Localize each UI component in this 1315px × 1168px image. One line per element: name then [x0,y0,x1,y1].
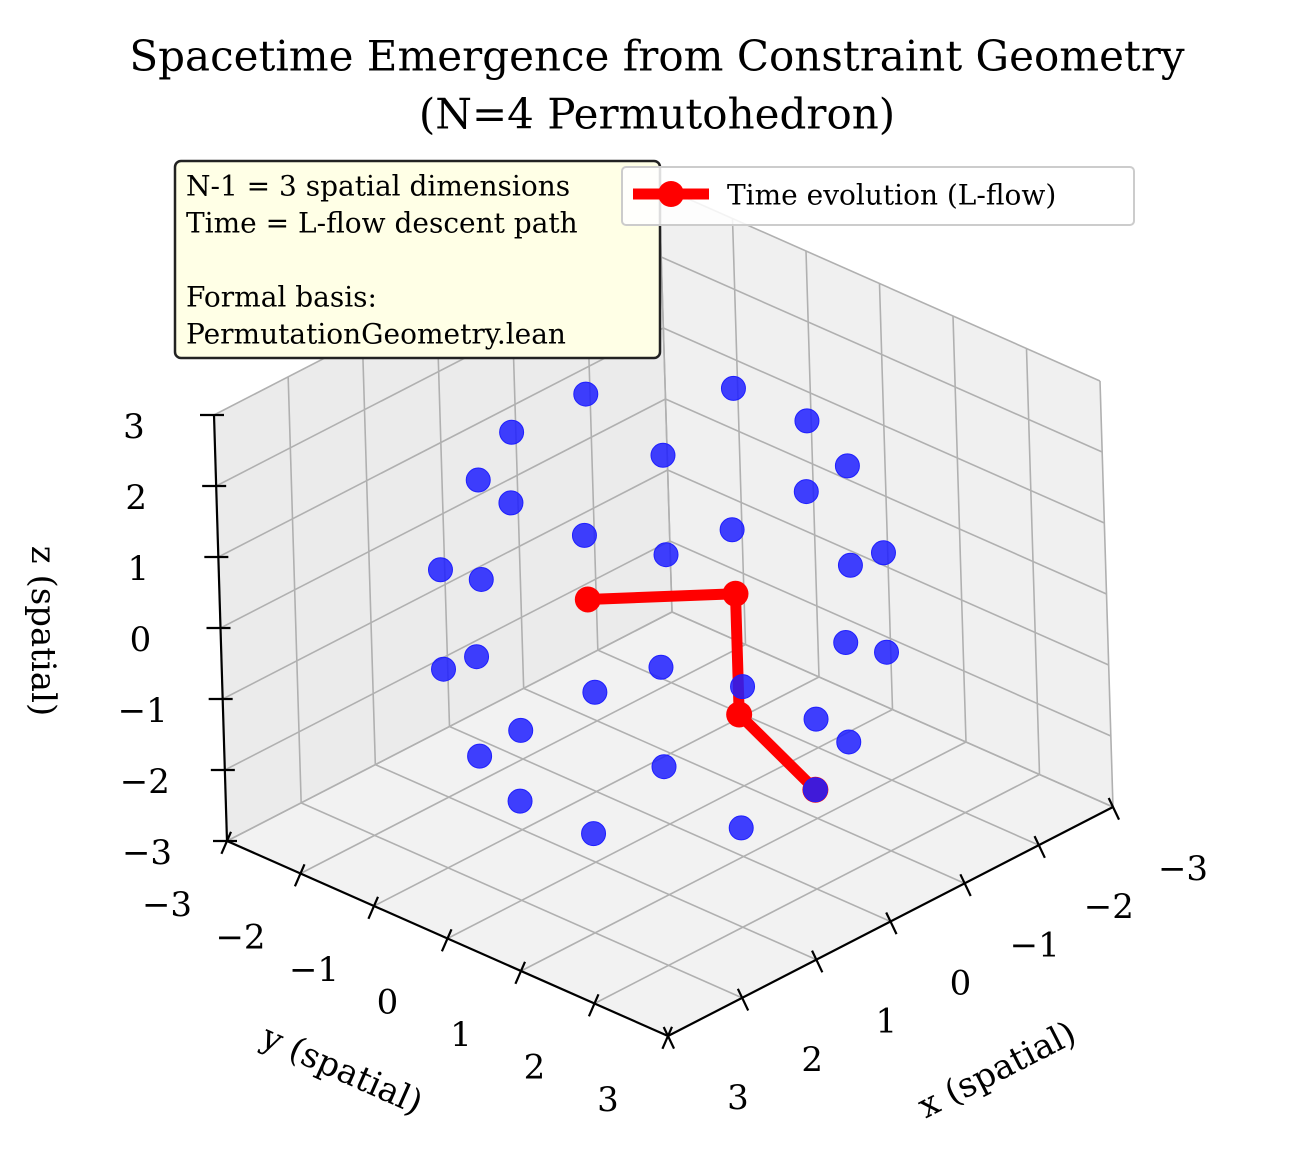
y-tick [440,928,453,952]
tick-marks [200,413,1121,1050]
data-point [427,557,453,583]
data-point [508,717,534,743]
x-tick-label: −3 [1158,849,1208,889]
data-point [573,381,599,407]
data-point [728,815,754,841]
data-point [571,522,597,548]
tick-labels: −3 −2 −1 0 1 2 3 −3 −2 −1 0 1 2 3 −3 −2 −1 0 1 2 3 [118,407,1208,1120]
y-tick-label: 3 [597,1080,619,1120]
y-tick-label: −1 [289,950,339,990]
chart-title: Spacetime Emergence from Constraint Geom… [129,32,1185,139]
grid-line [660,256,1103,453]
x-axis-label: x (spatial) [911,1013,1082,1127]
data-point [650,442,676,468]
annotation-line: N-1 = 3 spatial dimensions [186,170,570,203]
legend-label: Time evolution (L-flow) [727,179,1056,212]
data-point [499,419,525,445]
path-marker [726,701,753,728]
data-point [836,729,862,755]
y-tick-label: 2 [524,1048,546,1088]
annotation-line: Formal basis: [186,281,377,314]
x-tick-label: 1 [876,1002,898,1042]
y-tick [587,993,600,1017]
y-tick [367,896,379,920]
data-point [648,654,674,680]
annotation-line: Time = L-flow descent path [186,207,578,240]
legend-swatch-marker [658,181,684,207]
data-point [651,754,677,780]
title-line: Spacetime Emergence from Constraint Geom… [129,32,1185,81]
data-point [730,674,756,700]
z-tick-label: −3 [122,833,172,873]
data-point [468,566,494,592]
data-point [431,656,457,682]
data-point [833,630,859,656]
x-tick-label: 0 [950,964,972,1004]
x-tick [1033,835,1046,859]
y-tick [220,831,232,855]
y-tick [661,1026,673,1050]
x-tick-label: −2 [1084,887,1134,927]
x-tick [662,1026,676,1050]
data-point [498,490,524,516]
grid-line [1099,380,1114,808]
data-point [465,467,491,493]
data-point [720,375,746,401]
title-line: (N=4 Permutohedron) [419,90,895,139]
data-point [719,517,745,543]
data-point [582,679,608,705]
plot-marks [427,375,900,847]
z-tick-label: 1 [128,549,150,589]
y-tick-label: −3 [142,885,192,925]
legend: Time evolution (L-flow) [621,166,1135,226]
data-point [653,542,679,568]
data-point [793,479,819,505]
data-point [467,743,493,769]
data-point [834,453,860,479]
data-point [803,706,829,732]
x-tick-label: 3 [727,1078,749,1118]
x-tick [811,950,824,973]
y-tick-label: 0 [377,983,399,1023]
y-tick-label: 1 [450,1015,472,1055]
x-tick [885,911,898,935]
x-tick-label: 2 [801,1040,823,1080]
z-tick-label: −2 [120,762,170,802]
data-point [581,821,607,847]
y-axis-label: y (spatial) [255,1016,429,1123]
y-tick-label: −2 [215,918,265,958]
grid-line [594,773,1040,1005]
z-tick-label: 2 [125,478,147,518]
data-point [870,540,896,566]
z-axis-label: z (spatial) [23,546,63,716]
annotation-background [173,159,662,360]
data-point [874,639,900,665]
annotation-line: PermutationGeometry.lean [186,318,566,351]
x-tick [959,873,972,897]
data-point [802,777,828,803]
data-point [464,644,490,670]
x-tick [736,988,750,1011]
z-tick-label: −1 [118,691,168,731]
path-marker [722,580,749,607]
x-tick-label: −1 [1010,925,1060,965]
path-line [587,588,820,794]
annotation-box: N-1 = 3 spatial dimensions Time = L-flow … [173,159,662,360]
data-point [507,788,533,814]
data-point [837,552,863,578]
x-tick [1107,797,1121,821]
y-tick [514,961,526,985]
legend-box [621,166,1135,226]
path-marker [574,586,601,613]
y-tick [293,863,306,887]
z-tick-label: 0 [130,620,152,660]
data-point [794,408,820,434]
z-tick-label: 3 [123,407,145,447]
